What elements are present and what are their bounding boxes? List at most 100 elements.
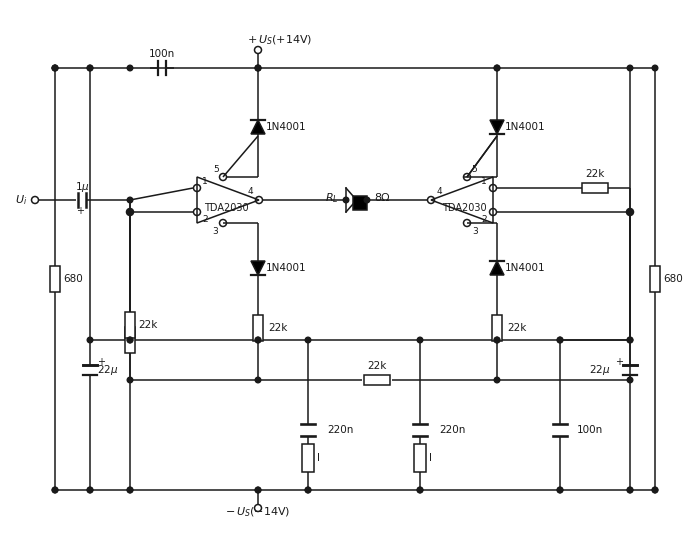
Text: $U_i$: $U_i$ (15, 193, 27, 207)
Text: +: + (76, 206, 84, 216)
Text: 22k: 22k (138, 320, 158, 330)
Circle shape (52, 65, 58, 71)
Circle shape (494, 65, 500, 71)
Circle shape (627, 487, 633, 493)
Circle shape (127, 197, 133, 203)
Polygon shape (490, 120, 504, 134)
Circle shape (494, 337, 500, 343)
Circle shape (127, 65, 133, 71)
Text: 1N4001: 1N4001 (265, 263, 306, 273)
Text: $+\,U_S(+14\mathrm{V})$: $+\,U_S(+14\mathrm{V})$ (247, 33, 313, 47)
Text: $R_L$: $R_L$ (325, 191, 338, 205)
Text: 3: 3 (212, 227, 218, 236)
Bar (125, 327, 135, 353)
Circle shape (255, 487, 261, 493)
Bar (650, 266, 660, 292)
Text: +: + (97, 357, 105, 367)
Text: $-\,U_S(-14\mathrm{V})$: $-\,U_S(-14\mathrm{V})$ (225, 505, 291, 519)
Circle shape (417, 487, 423, 493)
Text: l: l (429, 453, 432, 463)
Text: 3: 3 (472, 227, 478, 236)
Bar (414, 444, 426, 472)
Circle shape (52, 65, 58, 71)
Circle shape (255, 487, 261, 493)
Circle shape (305, 337, 311, 343)
Text: 8Ω: 8Ω (374, 193, 390, 203)
Circle shape (343, 197, 349, 203)
Circle shape (87, 65, 93, 71)
Circle shape (255, 377, 261, 383)
Text: 1N4001: 1N4001 (505, 122, 546, 132)
Text: 22k: 22k (507, 323, 527, 333)
Polygon shape (431, 177, 493, 223)
Polygon shape (490, 261, 504, 275)
Text: $1\mu$: $1\mu$ (74, 180, 90, 194)
Bar (353, 196, 367, 210)
Text: 100n: 100n (577, 425, 603, 435)
Circle shape (557, 337, 563, 343)
Polygon shape (251, 120, 265, 134)
Circle shape (627, 337, 633, 343)
Circle shape (255, 337, 261, 343)
Bar (253, 315, 263, 341)
Circle shape (52, 487, 58, 493)
Text: 22k: 22k (268, 323, 288, 333)
Circle shape (127, 377, 133, 383)
Bar (302, 444, 314, 472)
Circle shape (255, 65, 261, 71)
Text: 220n: 220n (439, 425, 466, 435)
Circle shape (627, 377, 633, 383)
Text: 680: 680 (63, 274, 83, 284)
Circle shape (255, 65, 261, 71)
Text: 1: 1 (202, 177, 208, 185)
Circle shape (627, 337, 633, 343)
Text: TDA2030: TDA2030 (442, 203, 486, 213)
Text: 100n: 100n (149, 49, 175, 59)
Circle shape (652, 487, 657, 493)
Circle shape (494, 377, 500, 383)
Circle shape (52, 65, 58, 71)
Circle shape (494, 65, 500, 71)
Text: 2: 2 (202, 214, 208, 223)
Text: 4: 4 (247, 187, 253, 197)
Text: $22\mu$: $22\mu$ (589, 363, 610, 377)
Circle shape (255, 337, 261, 343)
Text: 5: 5 (471, 164, 477, 173)
Circle shape (417, 337, 423, 343)
Text: $22\mu$: $22\mu$ (97, 363, 119, 377)
Text: 22k: 22k (585, 169, 605, 179)
Circle shape (652, 65, 657, 71)
Text: 1N4001: 1N4001 (505, 263, 546, 273)
Circle shape (255, 65, 261, 71)
Circle shape (494, 337, 500, 343)
Circle shape (627, 209, 633, 215)
Circle shape (652, 487, 657, 493)
Circle shape (87, 337, 93, 343)
Text: 5: 5 (213, 164, 219, 173)
Circle shape (557, 487, 563, 493)
Bar (582, 183, 608, 193)
Circle shape (364, 197, 370, 203)
Circle shape (127, 487, 133, 493)
Circle shape (127, 337, 133, 343)
Circle shape (87, 487, 93, 493)
Circle shape (305, 487, 311, 493)
Bar (364, 375, 390, 385)
Circle shape (627, 487, 633, 493)
Bar (50, 266, 60, 292)
Bar (125, 312, 135, 338)
Circle shape (87, 487, 93, 493)
Circle shape (127, 487, 133, 493)
Circle shape (305, 487, 311, 493)
Text: 680: 680 (663, 274, 683, 284)
Polygon shape (251, 261, 265, 275)
Text: TDA2030: TDA2030 (204, 203, 248, 213)
Circle shape (557, 337, 563, 343)
Circle shape (627, 65, 633, 71)
Circle shape (87, 65, 93, 71)
Text: 4: 4 (436, 187, 442, 197)
Circle shape (52, 487, 58, 493)
Bar (492, 315, 502, 341)
Circle shape (127, 337, 133, 343)
Circle shape (417, 487, 423, 493)
